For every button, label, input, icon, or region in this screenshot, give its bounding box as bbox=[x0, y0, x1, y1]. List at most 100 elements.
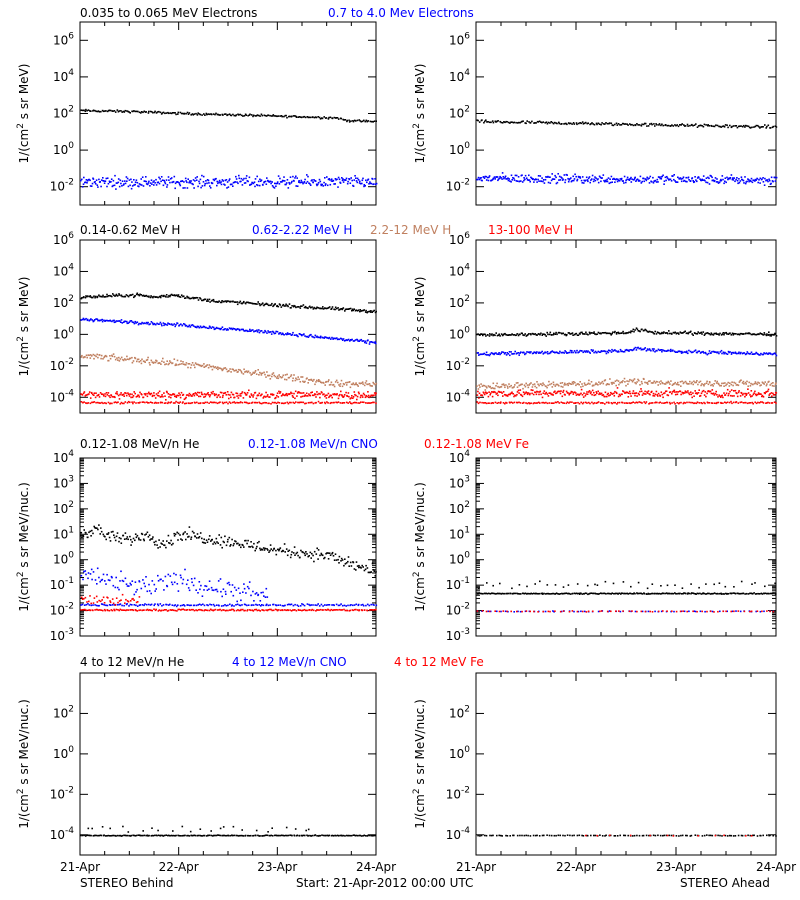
data-point bbox=[151, 402, 153, 404]
data-point bbox=[168, 362, 170, 365]
data-point bbox=[482, 334, 484, 337]
data-point bbox=[238, 543, 241, 546]
data-point bbox=[492, 382, 495, 385]
data-point bbox=[123, 395, 125, 397]
data-point bbox=[115, 188, 117, 190]
legend-entry: 0.12-1.08 MeV/n CNO bbox=[248, 437, 378, 451]
data-series bbox=[476, 400, 777, 405]
data-point bbox=[698, 332, 701, 335]
data-point bbox=[131, 401, 133, 403]
data-point bbox=[746, 380, 748, 383]
data-point bbox=[315, 401, 317, 404]
data-point bbox=[629, 178, 631, 180]
data-point bbox=[726, 333, 728, 335]
data-point bbox=[146, 401, 148, 403]
data-point bbox=[769, 393, 771, 395]
data-point bbox=[367, 339, 369, 341]
data-point bbox=[648, 182, 651, 184]
data-point bbox=[711, 402, 714, 404]
data-point bbox=[763, 332, 766, 334]
data-point bbox=[570, 390, 573, 393]
data-point bbox=[142, 401, 145, 403]
data-point bbox=[179, 111, 182, 114]
data-point bbox=[219, 578, 222, 580]
data-point bbox=[604, 180, 606, 183]
data-point bbox=[628, 390, 631, 393]
data-point bbox=[501, 122, 504, 124]
data-point bbox=[698, 389, 700, 391]
data-point bbox=[158, 182, 161, 185]
data-point bbox=[622, 122, 625, 125]
data-point bbox=[321, 183, 323, 186]
data-point bbox=[518, 401, 520, 404]
data-point bbox=[301, 181, 303, 183]
data-point bbox=[302, 551, 304, 554]
data-point bbox=[369, 402, 371, 404]
data-point bbox=[721, 175, 724, 177]
data-point bbox=[86, 180, 89, 182]
data-point bbox=[702, 383, 705, 386]
data-point bbox=[569, 392, 572, 394]
data-point bbox=[296, 395, 298, 397]
data-point bbox=[758, 382, 761, 384]
data-point bbox=[368, 383, 371, 385]
data-point bbox=[530, 382, 532, 384]
data-point bbox=[116, 401, 118, 404]
data-point bbox=[549, 122, 551, 124]
data-point bbox=[115, 392, 117, 395]
data-point bbox=[284, 378, 286, 381]
data-point bbox=[661, 393, 664, 396]
data-point bbox=[235, 178, 238, 180]
data-point bbox=[155, 184, 158, 186]
data-point bbox=[662, 124, 664, 127]
data-point bbox=[173, 175, 176, 178]
data-point bbox=[639, 384, 641, 386]
data-point bbox=[703, 384, 705, 387]
data-point bbox=[358, 392, 360, 395]
data-point bbox=[136, 181, 139, 184]
data-point bbox=[549, 331, 552, 334]
data-point bbox=[667, 394, 670, 397]
data-point bbox=[328, 336, 331, 339]
data-point bbox=[601, 402, 603, 404]
data-point bbox=[355, 309, 357, 311]
data-point bbox=[486, 121, 488, 123]
data-point bbox=[368, 343, 371, 345]
data-point bbox=[707, 176, 709, 179]
data-point bbox=[247, 180, 249, 183]
data-point bbox=[692, 334, 694, 336]
data-point bbox=[254, 391, 257, 394]
data-point bbox=[356, 565, 359, 567]
data-point bbox=[616, 180, 619, 183]
data-point bbox=[352, 383, 354, 386]
data-point bbox=[142, 360, 145, 362]
data-point bbox=[552, 381, 555, 384]
data-point bbox=[749, 352, 751, 355]
data-point bbox=[624, 381, 626, 383]
data-point bbox=[237, 402, 239, 404]
data-point bbox=[565, 122, 567, 125]
data-point bbox=[481, 119, 483, 121]
data-point bbox=[373, 120, 376, 122]
data-point bbox=[125, 538, 128, 540]
data-point bbox=[523, 384, 526, 386]
data-point bbox=[105, 583, 107, 585]
data-point bbox=[225, 179, 228, 181]
data-point bbox=[194, 366, 196, 369]
data-point bbox=[614, 390, 616, 393]
data-point bbox=[235, 175, 237, 178]
data-point bbox=[589, 392, 592, 395]
data-point bbox=[260, 374, 263, 376]
data-point bbox=[647, 125, 650, 127]
data-point bbox=[707, 352, 710, 355]
data-point bbox=[292, 377, 294, 380]
data-point bbox=[595, 333, 597, 336]
data-point bbox=[575, 394, 578, 396]
data-point bbox=[182, 187, 184, 189]
data-point bbox=[96, 583, 98, 585]
data-point bbox=[255, 547, 257, 550]
data-point bbox=[127, 185, 130, 188]
y-axis-label: 1/(cm2 s sr MeV) bbox=[412, 64, 427, 164]
data-point bbox=[506, 402, 508, 404]
data-point bbox=[141, 533, 144, 536]
